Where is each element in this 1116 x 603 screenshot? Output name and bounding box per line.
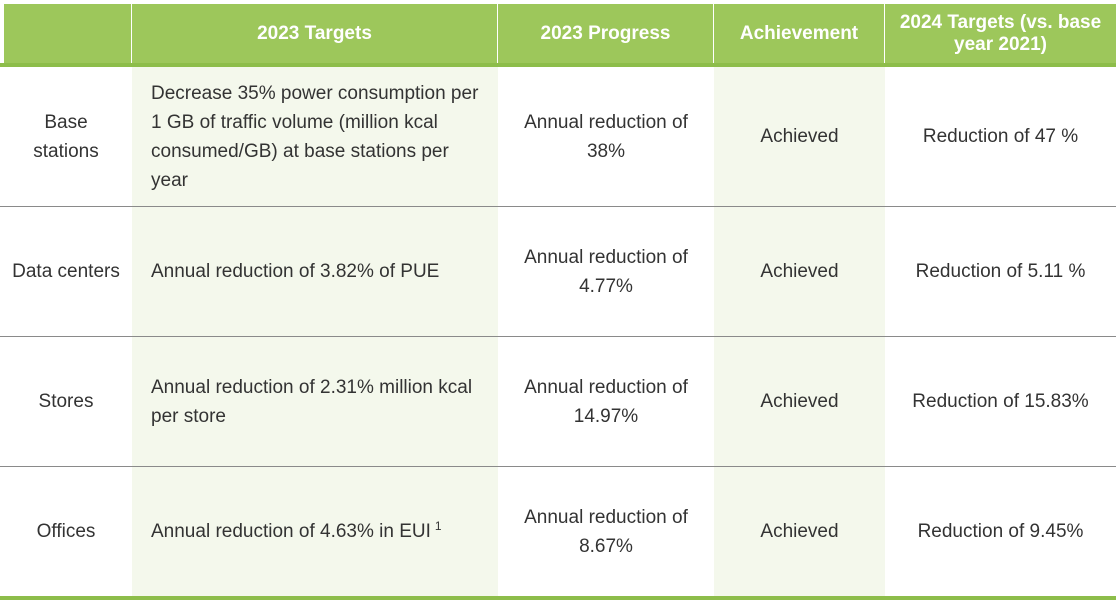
cell-2023-target: Annual reduction of 3.82% of PUE xyxy=(132,207,498,337)
header-empty-cell xyxy=(0,0,132,63)
row-label-stores: Stores xyxy=(0,337,132,467)
cell-achievement: Achieved xyxy=(714,467,885,596)
cell-2024-target: Reduction of 5.11 % xyxy=(885,207,1116,337)
target-text: Annual reduction of 4.63% in EUI xyxy=(151,521,431,542)
cell-2023-target: Annual reduction of 2.31% million kcal p… xyxy=(132,337,498,467)
cell-2023-target: Annual reduction of 4.63% in EUI 1 xyxy=(132,467,498,596)
header-2023-progress: 2023 Progress xyxy=(498,0,714,63)
header-achievement: Achievement xyxy=(714,0,885,63)
row-label-base-stations: Base stations xyxy=(0,67,132,207)
row-label-data-centers: Data centers xyxy=(0,207,132,337)
header-2024-targets: 2024 Targets (vs. base year 2021) xyxy=(885,0,1116,63)
header-rule xyxy=(0,63,1116,67)
row-label-offices: Offices xyxy=(36,521,96,542)
cell-2023-progress: Annual reduction of 38% xyxy=(498,67,714,207)
footnote-marker: 1 xyxy=(434,518,442,533)
cell-achievement: Achieved xyxy=(714,337,885,467)
cell-achievement: Achieved xyxy=(714,207,885,337)
cell-2023-progress: Annual reduction of 14.97% xyxy=(498,337,714,467)
cell-2023-progress: Annual reduction of 8.67% xyxy=(524,506,688,557)
cell-2024-target: Reduction of 47 % xyxy=(885,67,1116,207)
cell-achievement: Achieved xyxy=(714,67,885,207)
header-2023-targets: 2023 Targets xyxy=(132,0,498,63)
cell-2024-target: Reduction of 9.45% xyxy=(917,521,1084,542)
cell-2023-target: Decrease 35% power consumption per 1 GB … xyxy=(132,67,498,207)
footer-rule xyxy=(0,596,1116,600)
cell-2023-progress: Annual reduction of 4.77% xyxy=(498,207,714,337)
cell-2024-target: Reduction of 15.83% xyxy=(885,337,1116,467)
